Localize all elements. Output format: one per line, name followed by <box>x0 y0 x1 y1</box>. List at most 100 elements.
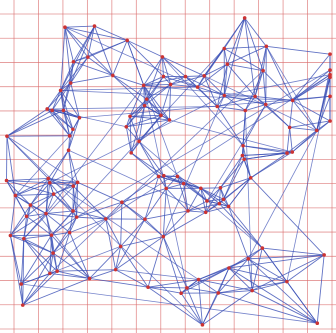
graph-node <box>248 176 253 180</box>
graph-node <box>137 139 141 144</box>
graph-node <box>241 143 245 148</box>
graph-edge <box>265 46 294 101</box>
graph-edge <box>69 232 91 279</box>
graph-edge <box>52 216 78 254</box>
graph-edge <box>162 95 225 237</box>
graph-edge <box>45 210 74 214</box>
graph-edge <box>6 108 48 137</box>
graph-node <box>87 276 92 281</box>
graph-edge <box>129 116 140 142</box>
graph-edge <box>46 108 70 137</box>
graph-edge <box>9 195 16 236</box>
graph-edge <box>45 213 70 233</box>
graph-nodes <box>4 16 332 327</box>
graph-edge <box>105 218 122 247</box>
graph-edge <box>147 286 203 326</box>
graph-node <box>222 93 227 98</box>
graph-edge <box>242 145 252 178</box>
graph-node <box>71 184 76 188</box>
graph-node <box>285 151 289 155</box>
graph-edge <box>198 267 230 280</box>
graph-edge <box>198 279 219 294</box>
graph-edge <box>94 25 128 41</box>
graph-edge <box>162 56 244 147</box>
graph-edge <box>254 96 290 128</box>
graph-edge <box>112 40 128 76</box>
graph-edge <box>147 236 164 288</box>
graph-edge <box>217 106 246 111</box>
graph-edge <box>130 115 162 154</box>
graph-edge <box>220 155 243 189</box>
graph-edge <box>316 69 331 131</box>
graph-node <box>181 181 186 186</box>
graph-node <box>68 81 73 85</box>
graph-node <box>129 151 133 155</box>
graph-edge <box>130 114 161 117</box>
graph-edge <box>223 48 228 65</box>
graph-node <box>285 279 289 284</box>
graph-edge <box>170 76 186 85</box>
graph-edge <box>316 254 325 324</box>
graph-edge <box>52 74 331 254</box>
graph-edge <box>115 269 149 288</box>
graph-node <box>48 271 52 276</box>
graph-node <box>71 209 75 213</box>
graph-edge <box>254 70 264 97</box>
graph-edge <box>292 99 331 122</box>
graph-node <box>67 134 72 138</box>
graph-node <box>13 193 18 198</box>
graph-edge <box>205 206 229 213</box>
graph-edge <box>143 76 186 86</box>
graph-node <box>186 209 190 213</box>
graph-edge <box>45 178 49 214</box>
graph-edge <box>251 290 318 324</box>
graph-edge <box>227 63 264 72</box>
graph-edge <box>289 127 293 153</box>
graph-edge <box>162 236 182 294</box>
graph-edge <box>70 82 80 118</box>
graph-node <box>58 88 63 93</box>
graph-edge <box>163 175 167 189</box>
graph-edge <box>138 141 165 176</box>
graph-edge <box>168 84 172 120</box>
graph-edge <box>23 234 52 240</box>
graph-edge <box>224 95 256 97</box>
graph-edge <box>254 46 267 97</box>
graph-node <box>125 38 130 43</box>
graph-edge <box>187 200 208 212</box>
graph-node <box>264 44 269 49</box>
graph-node <box>314 128 319 133</box>
graph-node <box>242 16 247 20</box>
graph-edge <box>89 246 121 279</box>
graph-edge <box>248 258 288 283</box>
graph-node <box>50 108 54 113</box>
graph-edge <box>163 175 201 189</box>
graph-edge <box>163 210 189 237</box>
graph-edge <box>247 130 318 260</box>
graph-node <box>240 153 245 158</box>
graph-node <box>74 215 79 219</box>
graph-edge <box>217 267 230 294</box>
graph-edge <box>64 26 128 41</box>
graph-edge <box>49 235 52 274</box>
graph-edge <box>227 45 267 65</box>
graph-edge <box>146 56 163 100</box>
graph-edge <box>292 100 318 131</box>
graph-edge <box>224 48 264 72</box>
graph-edge <box>265 99 293 105</box>
graph-edge <box>163 211 206 237</box>
graph-edge <box>130 152 165 177</box>
graph-node <box>156 174 161 179</box>
graph-edge <box>252 281 288 291</box>
graph-edge <box>112 75 145 107</box>
graph-edge <box>60 86 198 91</box>
graph-edge <box>15 135 70 196</box>
graph-edge <box>45 193 55 214</box>
graph-edge <box>20 238 25 285</box>
graph-edge <box>216 106 244 147</box>
graph-edge <box>10 213 47 236</box>
graph-node <box>242 157 247 162</box>
graph-edge <box>200 187 224 200</box>
graph-edge <box>138 141 160 177</box>
